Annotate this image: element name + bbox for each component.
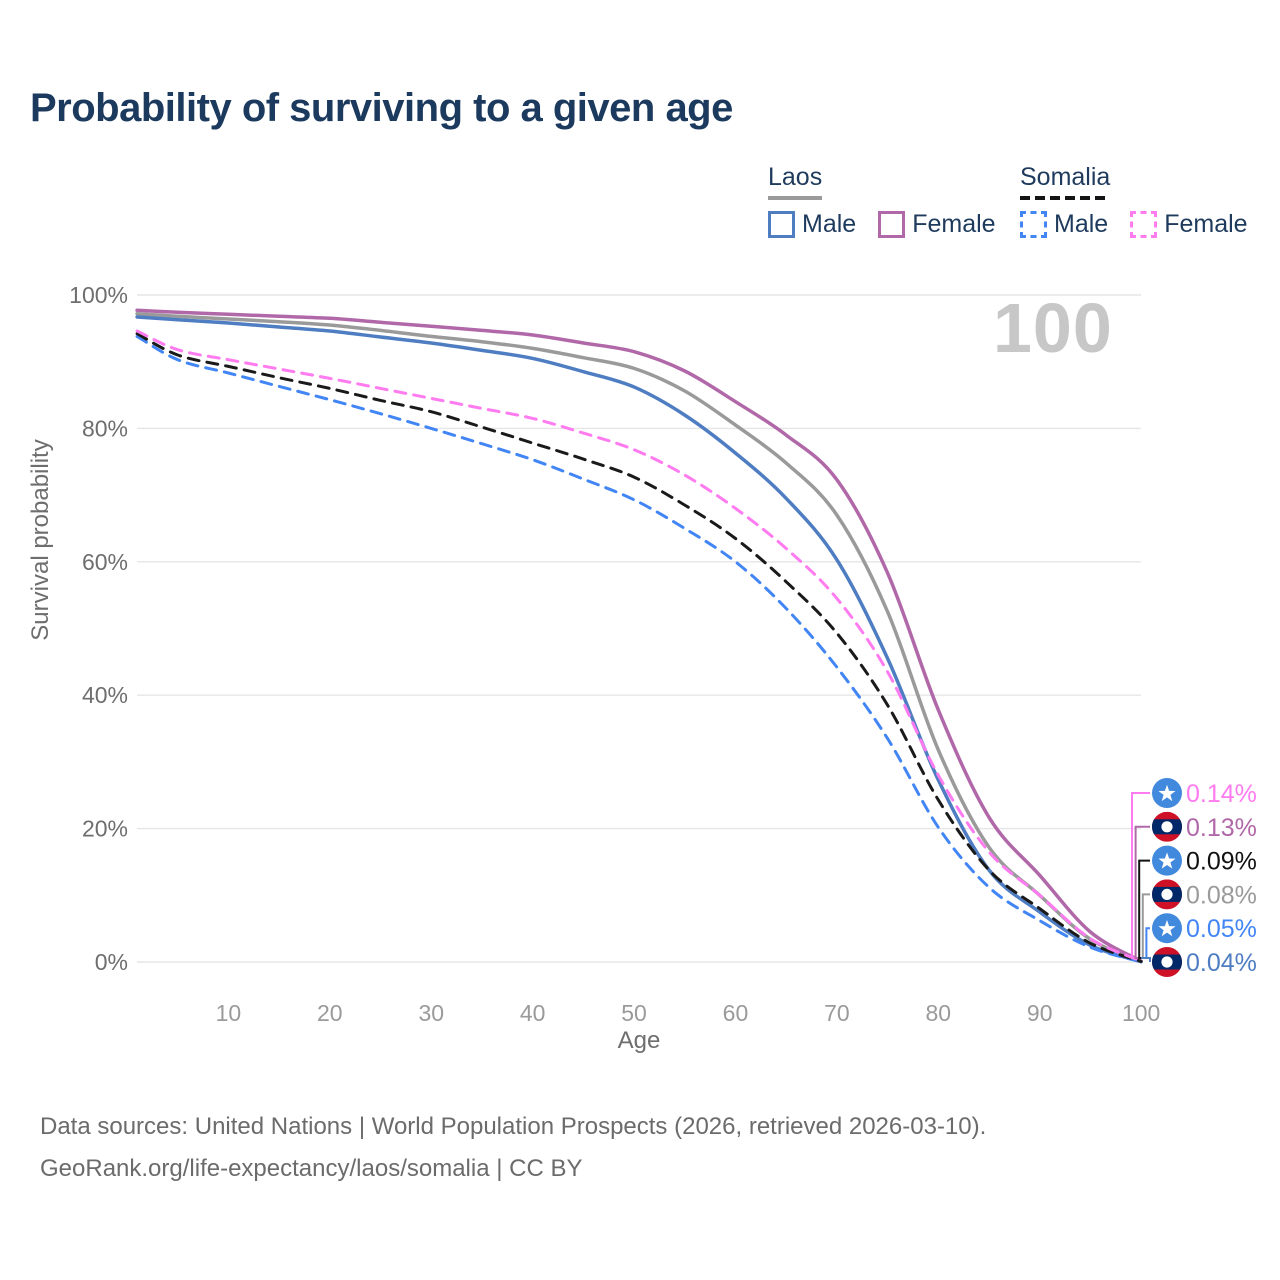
flag-icon-laos xyxy=(1152,947,1182,977)
legend-item-laos-male[interactable]: Male xyxy=(768,210,856,239)
end-value-laos-female: 0.13% xyxy=(1186,814,1257,842)
x-tick-90: 90 xyxy=(1027,1000,1053,1026)
y-tick-40: 40% xyxy=(82,682,128,708)
somalia-linestyle-swatch xyxy=(1020,196,1108,200)
legend-items-laos: Male Female xyxy=(768,210,1018,239)
x-tick-70: 70 xyxy=(824,1000,850,1026)
laos-female-swatch xyxy=(878,211,906,238)
somalia-female-label: Female xyxy=(1164,210,1248,238)
end-value-somalia: 0.09% xyxy=(1186,848,1257,876)
x-tick-10: 10 xyxy=(216,1000,242,1026)
y-tick-100: 100% xyxy=(69,282,128,308)
x-tick-60: 60 xyxy=(723,1000,749,1026)
series-line-laos-female[interactable] xyxy=(135,308,1143,963)
end-value-somalia-male: 0.05% xyxy=(1186,915,1257,943)
somalia-male-swatch xyxy=(1020,211,1047,238)
somalia-flag-star xyxy=(1158,784,1176,802)
flag-icon-laos xyxy=(1152,811,1182,842)
legend-item-laos-female[interactable]: Female xyxy=(878,210,996,239)
flag-icon-somalia xyxy=(1152,913,1182,944)
y-tick-80: 80% xyxy=(82,415,128,441)
series-line-somalia-male[interactable] xyxy=(135,334,1143,964)
series-line-somalia[interactable] xyxy=(135,332,1143,963)
page-title: Probability of surviving to a given age xyxy=(30,86,733,130)
somalia-flag-star xyxy=(1158,920,1176,937)
x-tick-30: 30 xyxy=(418,1000,444,1026)
end-value-laos: 0.08% xyxy=(1186,881,1257,909)
flag-icon-somalia xyxy=(1152,845,1182,876)
somalia-male-label: Male xyxy=(1054,210,1109,238)
data-sources-note: Data sources: United Nations | World Pop… xyxy=(40,1113,987,1140)
leader-line-laos-male xyxy=(1141,957,1151,962)
y-tick-0: 0% xyxy=(95,949,128,975)
y-axis-label: Survival probability xyxy=(27,439,54,640)
y-tick-20: 20% xyxy=(82,816,128,842)
somalia-flag-star xyxy=(1158,852,1176,869)
x-tick-80: 80 xyxy=(926,1000,952,1026)
laos-female-label: Female xyxy=(912,210,996,238)
attribution-note: GeoRank.org/life-expectancy/laos/somalia… xyxy=(40,1155,583,1182)
laos-male-label: Male xyxy=(802,210,857,238)
x-axis-label: Age xyxy=(618,1027,661,1054)
end-value-somalia-female: 0.14% xyxy=(1186,780,1257,808)
x-tick-50: 50 xyxy=(621,1000,647,1026)
legend-country-laos: Laos xyxy=(768,163,823,191)
age-counter-watermark: 100 xyxy=(993,289,1113,367)
laos-linestyle-swatch xyxy=(768,196,822,200)
leader-line-somalia xyxy=(1138,859,1150,959)
legend-item-somalia-male[interactable]: Male xyxy=(1020,210,1108,239)
series-line-laos-male[interactable] xyxy=(135,315,1143,964)
end-value-laos-male: 0.04% xyxy=(1186,949,1257,977)
legend-group-laos: Laos Male Female xyxy=(768,163,1018,239)
x-tick-40: 40 xyxy=(520,1000,546,1026)
flag-icon-somalia xyxy=(1152,778,1182,808)
y-tick-60: 60% xyxy=(82,549,128,575)
somalia-female-swatch xyxy=(1130,211,1158,238)
x-tick-100: 100 xyxy=(1122,1000,1160,1026)
legend-group-somalia: Somalia Male Female xyxy=(1020,163,1270,239)
laos-male-swatch xyxy=(768,211,795,238)
series-line-laos[interactable] xyxy=(135,311,1143,964)
legend-items-somalia: Male Female xyxy=(1020,210,1270,239)
legend-country-somalia: Somalia xyxy=(1020,163,1111,191)
legend-item-somalia-female[interactable]: Female xyxy=(1130,210,1248,239)
flag-icon-laos xyxy=(1152,879,1182,910)
footer: Data sources: United Nations | World Pop… xyxy=(40,1106,986,1190)
series-line-somalia-female[interactable] xyxy=(135,329,1143,963)
x-tick-20: 20 xyxy=(317,1000,343,1026)
